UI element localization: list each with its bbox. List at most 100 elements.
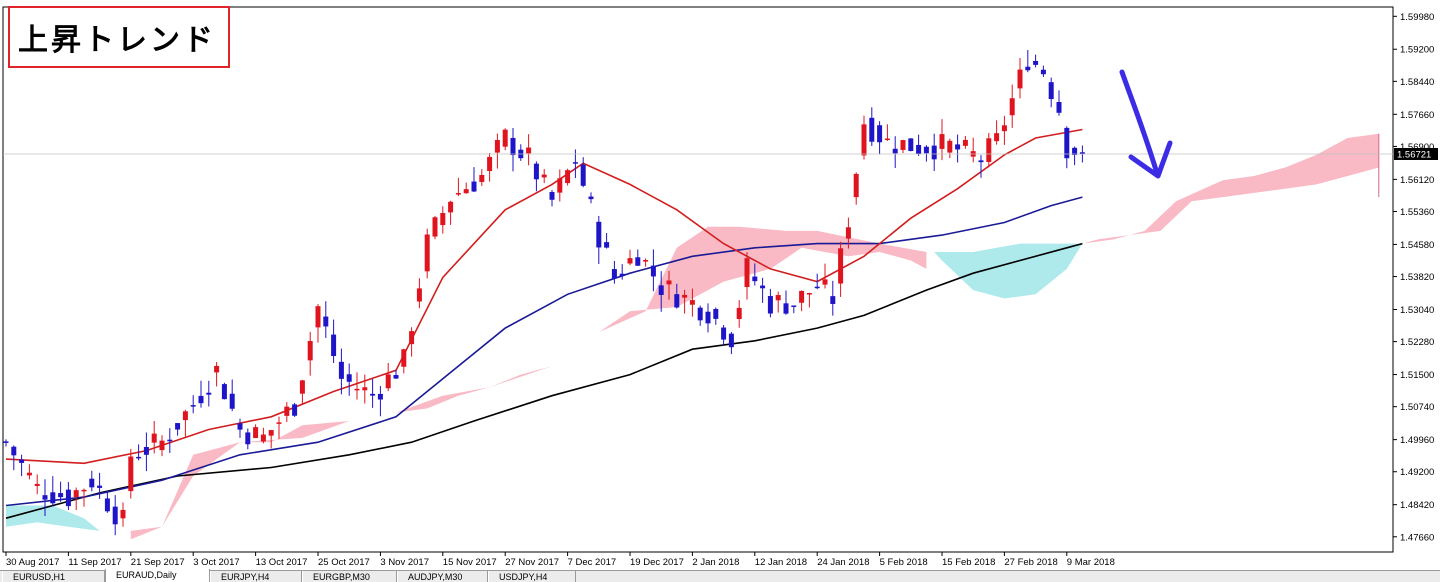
candle-body-49 bbox=[385, 374, 391, 389]
chart-tab-3[interactable]: EURGBP,M30 bbox=[302, 571, 397, 582]
candle-body-103 bbox=[806, 293, 812, 295]
candle-57 bbox=[448, 200, 454, 225]
candle-body-42 bbox=[331, 334, 337, 356]
candle-115 bbox=[900, 139, 906, 153]
candle-body-65 bbox=[510, 137, 516, 156]
candle-body-8 bbox=[65, 489, 71, 507]
candle-116 bbox=[908, 138, 914, 152]
candle-body-62 bbox=[487, 156, 493, 172]
candle-46 bbox=[362, 374, 368, 404]
candle-16 bbox=[128, 448, 134, 499]
y-tick-label-4: 1.56900 bbox=[1400, 142, 1434, 153]
candle-body-48 bbox=[377, 393, 383, 400]
candle-31 bbox=[245, 428, 251, 450]
candle-9 bbox=[73, 487, 79, 511]
candle-body-106 bbox=[830, 296, 836, 304]
candle-11 bbox=[89, 470, 95, 492]
candle-44 bbox=[346, 363, 352, 396]
chart-tab-2[interactable]: EURJPY,H4 bbox=[210, 571, 302, 582]
candle-70 bbox=[549, 189, 555, 207]
candle-132 bbox=[1033, 54, 1039, 68]
chart-tab-0[interactable]: EURUSD,H1 bbox=[2, 571, 105, 582]
candle-body-16 bbox=[128, 456, 134, 492]
candle-body-138 bbox=[1079, 152, 1085, 154]
candle-67 bbox=[526, 134, 532, 166]
candle-72 bbox=[565, 168, 571, 186]
ma-long-line bbox=[5, 242, 1083, 519]
candle-107 bbox=[838, 241, 844, 297]
candle-4 bbox=[34, 474, 40, 495]
candle-body-109 bbox=[853, 173, 859, 198]
ma-mid-line bbox=[5, 196, 1083, 507]
trend-title: 上昇トレンド bbox=[18, 23, 216, 58]
candle-85 bbox=[666, 270, 672, 300]
candle-109 bbox=[853, 172, 859, 205]
candle-body-99 bbox=[775, 295, 781, 301]
candle-122 bbox=[955, 134, 961, 163]
x-tick-label-8: 27 Nov 2017 bbox=[505, 557, 559, 568]
candle-41 bbox=[323, 301, 329, 338]
trend-title-box: 上昇トレンド bbox=[8, 6, 230, 68]
candle-body-101 bbox=[791, 305, 797, 307]
x-tick-label-16: 27 Feb 2018 bbox=[1004, 557, 1057, 568]
candle-body-57 bbox=[448, 201, 454, 213]
candle-body-28 bbox=[221, 384, 227, 400]
candle-body-3 bbox=[26, 472, 32, 476]
candle-58 bbox=[455, 177, 461, 197]
candle-body-84 bbox=[658, 285, 664, 295]
chart-tab-4[interactable]: AUDJPY,M30 bbox=[397, 571, 488, 582]
candle-63 bbox=[494, 133, 500, 169]
candle-body-111 bbox=[869, 117, 875, 142]
x-tick-label-4: 13 Oct 2017 bbox=[256, 557, 308, 568]
candle-40 bbox=[315, 304, 321, 343]
candle-124 bbox=[970, 137, 976, 163]
candle-131 bbox=[1025, 49, 1031, 73]
x-tick-label-14: 5 Feb 2018 bbox=[880, 557, 928, 568]
candle-body-74 bbox=[580, 164, 586, 186]
candle-body-55 bbox=[432, 217, 438, 237]
candle-body-115 bbox=[900, 140, 906, 150]
candle-28 bbox=[221, 382, 227, 400]
chart-tab-label: USDJPY,H4 bbox=[499, 572, 548, 582]
y-tick-label-12: 1.50740 bbox=[1400, 402, 1434, 413]
candle-body-63 bbox=[494, 140, 500, 153]
candle-body-78 bbox=[611, 269, 617, 279]
candle-108 bbox=[845, 217, 851, 249]
candle-body-97 bbox=[760, 285, 766, 289]
candle-2 bbox=[19, 454, 25, 477]
candle-8 bbox=[65, 482, 71, 511]
candle-body-71 bbox=[557, 178, 563, 193]
candle-74 bbox=[580, 157, 586, 188]
candle-body-58 bbox=[455, 193, 461, 195]
candle-body-93 bbox=[728, 333, 734, 348]
candle-body-88 bbox=[689, 300, 695, 305]
candle-65 bbox=[510, 128, 516, 172]
candle-112 bbox=[877, 121, 883, 155]
candle-body-89 bbox=[697, 307, 703, 321]
candle-body-82 bbox=[643, 260, 649, 262]
chart-tab-1[interactable]: EURAUD,Daily bbox=[105, 569, 210, 582]
chart-tab-5[interactable]: USDJPY,H4 bbox=[488, 571, 576, 582]
candle-body-2 bbox=[19, 459, 25, 463]
cloud-bear-1 bbox=[934, 243, 1083, 299]
candle-36 bbox=[284, 402, 290, 422]
candle-body-33 bbox=[260, 434, 266, 442]
candle-body-29 bbox=[229, 393, 235, 409]
candle-body-100 bbox=[783, 303, 789, 314]
candle-23 bbox=[182, 409, 188, 437]
candle-53 bbox=[416, 278, 422, 309]
candle-body-104 bbox=[814, 286, 820, 289]
candle-body-39 bbox=[307, 341, 313, 361]
candle-1 bbox=[11, 445, 17, 471]
candle-body-85 bbox=[666, 280, 672, 285]
candle-body-83 bbox=[650, 265, 656, 277]
candle-93 bbox=[728, 331, 734, 355]
x-tick-label-10: 19 Dec 2017 bbox=[630, 557, 684, 568]
candle-14 bbox=[112, 495, 118, 536]
candle-47 bbox=[370, 378, 376, 408]
candle-body-70 bbox=[549, 192, 555, 200]
candle-body-132 bbox=[1033, 60, 1039, 65]
candle-87 bbox=[682, 289, 688, 314]
candle-body-90 bbox=[705, 311, 711, 324]
ichimoku-cloud bbox=[6, 133, 1380, 540]
